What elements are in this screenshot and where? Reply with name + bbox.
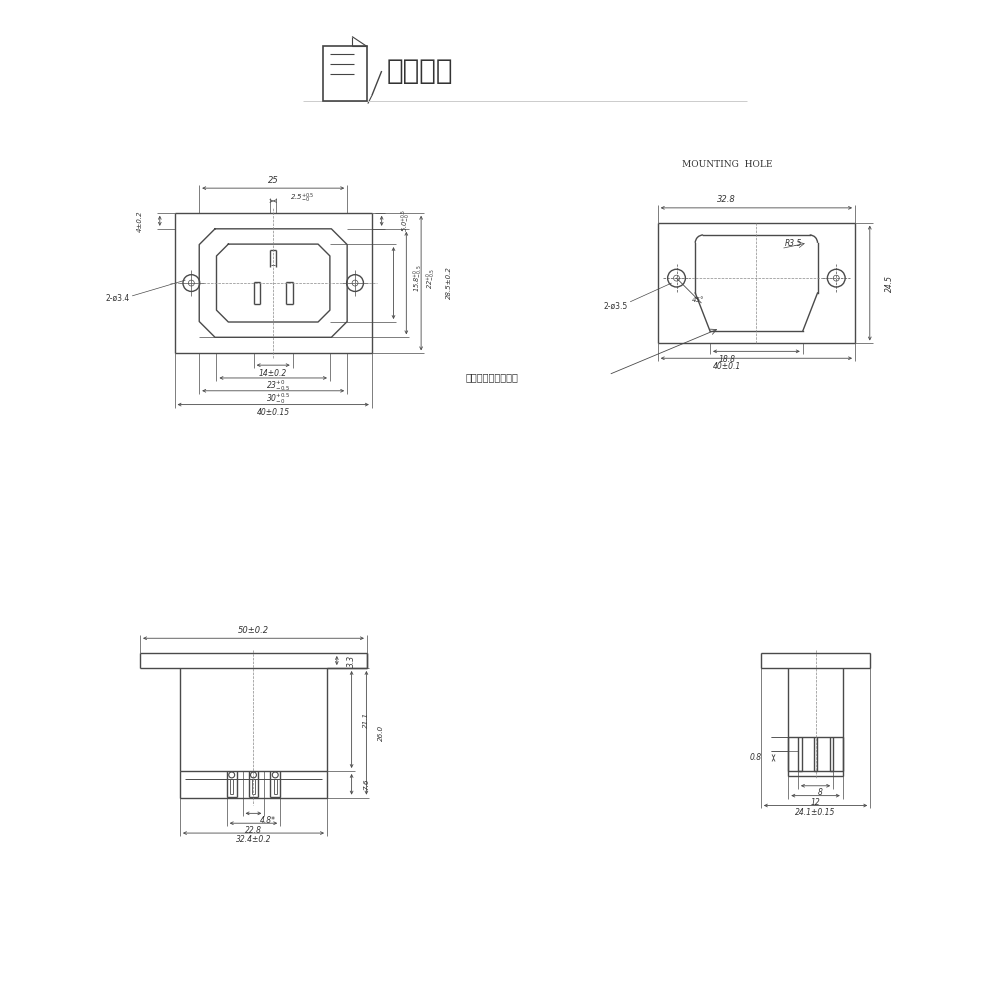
Text: 14±0.2: 14±0.2 bbox=[259, 369, 287, 378]
Text: 2-ø3.4: 2-ø3.4 bbox=[106, 293, 130, 302]
Text: 24.5: 24.5 bbox=[885, 275, 894, 292]
Text: 18.8: 18.8 bbox=[718, 355, 735, 364]
Text: 22.8: 22.8 bbox=[245, 826, 262, 835]
Text: MOUNTING  HOLE: MOUNTING HOLE bbox=[682, 160, 772, 169]
Bar bbox=[322, 46, 367, 101]
Text: 5.0$^{+0.5}_{-0}$: 5.0$^{+0.5}_{-0}$ bbox=[400, 209, 413, 232]
Text: 50±0.2: 50±0.2 bbox=[238, 626, 269, 635]
Text: 詳細規格: 詳細規格 bbox=[387, 57, 453, 85]
Text: 45°: 45° bbox=[692, 297, 705, 303]
Text: 4.8*: 4.8* bbox=[260, 816, 276, 825]
Text: 15.8$^{+0}_{-0.5}$: 15.8$^{+0}_{-0.5}$ bbox=[412, 264, 425, 292]
Text: 32.4±0.2: 32.4±0.2 bbox=[236, 835, 271, 844]
Text: 4±0.2: 4±0.2 bbox=[137, 210, 143, 232]
Text: 23$^{+0}_{-0.5}$: 23$^{+0}_{-0.5}$ bbox=[266, 378, 290, 393]
Text: 25: 25 bbox=[268, 176, 279, 185]
Text: 7.6: 7.6 bbox=[363, 779, 369, 790]
Text: 32.8: 32.8 bbox=[717, 195, 736, 204]
Text: 2-ø3.5: 2-ø3.5 bbox=[604, 301, 628, 310]
Text: 裝配位置可以是方形: 裝配位置可以是方形 bbox=[465, 372, 518, 382]
Text: 40±0.1: 40±0.1 bbox=[713, 362, 741, 371]
Text: 21.1: 21.1 bbox=[363, 711, 369, 728]
Text: 8: 8 bbox=[818, 788, 823, 797]
Text: 3.3: 3.3 bbox=[347, 654, 356, 667]
Text: 30$^{+0.5}_{-0}$: 30$^{+0.5}_{-0}$ bbox=[266, 391, 290, 406]
Text: 12: 12 bbox=[811, 798, 820, 807]
Text: 28.5±0.2: 28.5±0.2 bbox=[446, 267, 452, 299]
Text: 26.0: 26.0 bbox=[378, 725, 384, 741]
Text: 2.5$^{+0.5}_{-0}$: 2.5$^{+0.5}_{-0}$ bbox=[290, 191, 315, 205]
Text: 0.8: 0.8 bbox=[750, 753, 762, 762]
Text: 40±0.15: 40±0.15 bbox=[257, 408, 290, 417]
Text: 24.1±0.15: 24.1±0.15 bbox=[795, 808, 836, 817]
Text: R3.5: R3.5 bbox=[785, 239, 803, 248]
Text: 22$^{+0}_{-0.5}$: 22$^{+0}_{-0.5}$ bbox=[424, 268, 438, 289]
